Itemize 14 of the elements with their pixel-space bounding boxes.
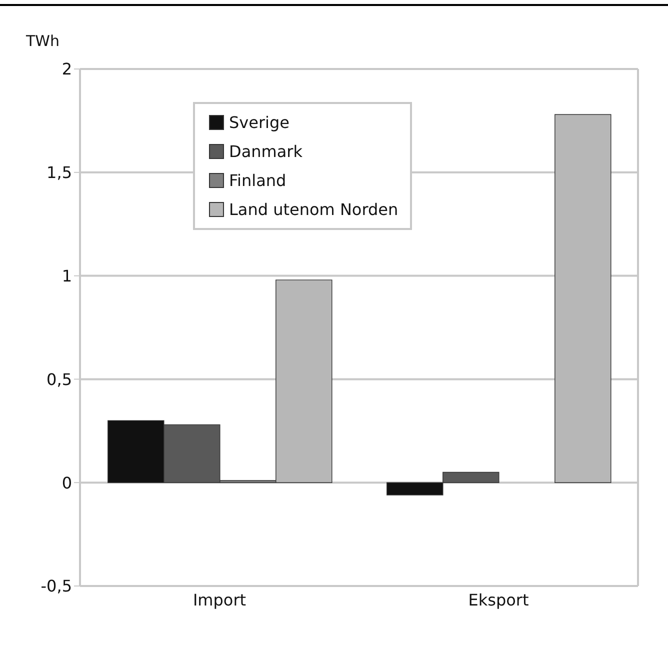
legend-label: Danmark — [229, 141, 302, 163]
legend-label: Finland — [229, 170, 286, 192]
legend-label: Land utenom Norden — [229, 199, 398, 221]
y-tick-label: 0,5 — [46, 370, 72, 389]
y-tick-label: 2 — [62, 60, 72, 79]
x-tick-label: Eksport — [468, 590, 529, 610]
y-tick-label: 1,5 — [46, 163, 72, 182]
y-axis-title: TWh — [26, 32, 60, 50]
y-tick-label: 1 — [62, 266, 72, 286]
legend-label: Sverige — [229, 112, 290, 134]
y-tick-label: -0,5 — [40, 576, 72, 596]
y-tick-label: 0 — [62, 473, 72, 492]
bar — [554, 114, 612, 483]
x-tick-label: Import — [192, 590, 246, 610]
